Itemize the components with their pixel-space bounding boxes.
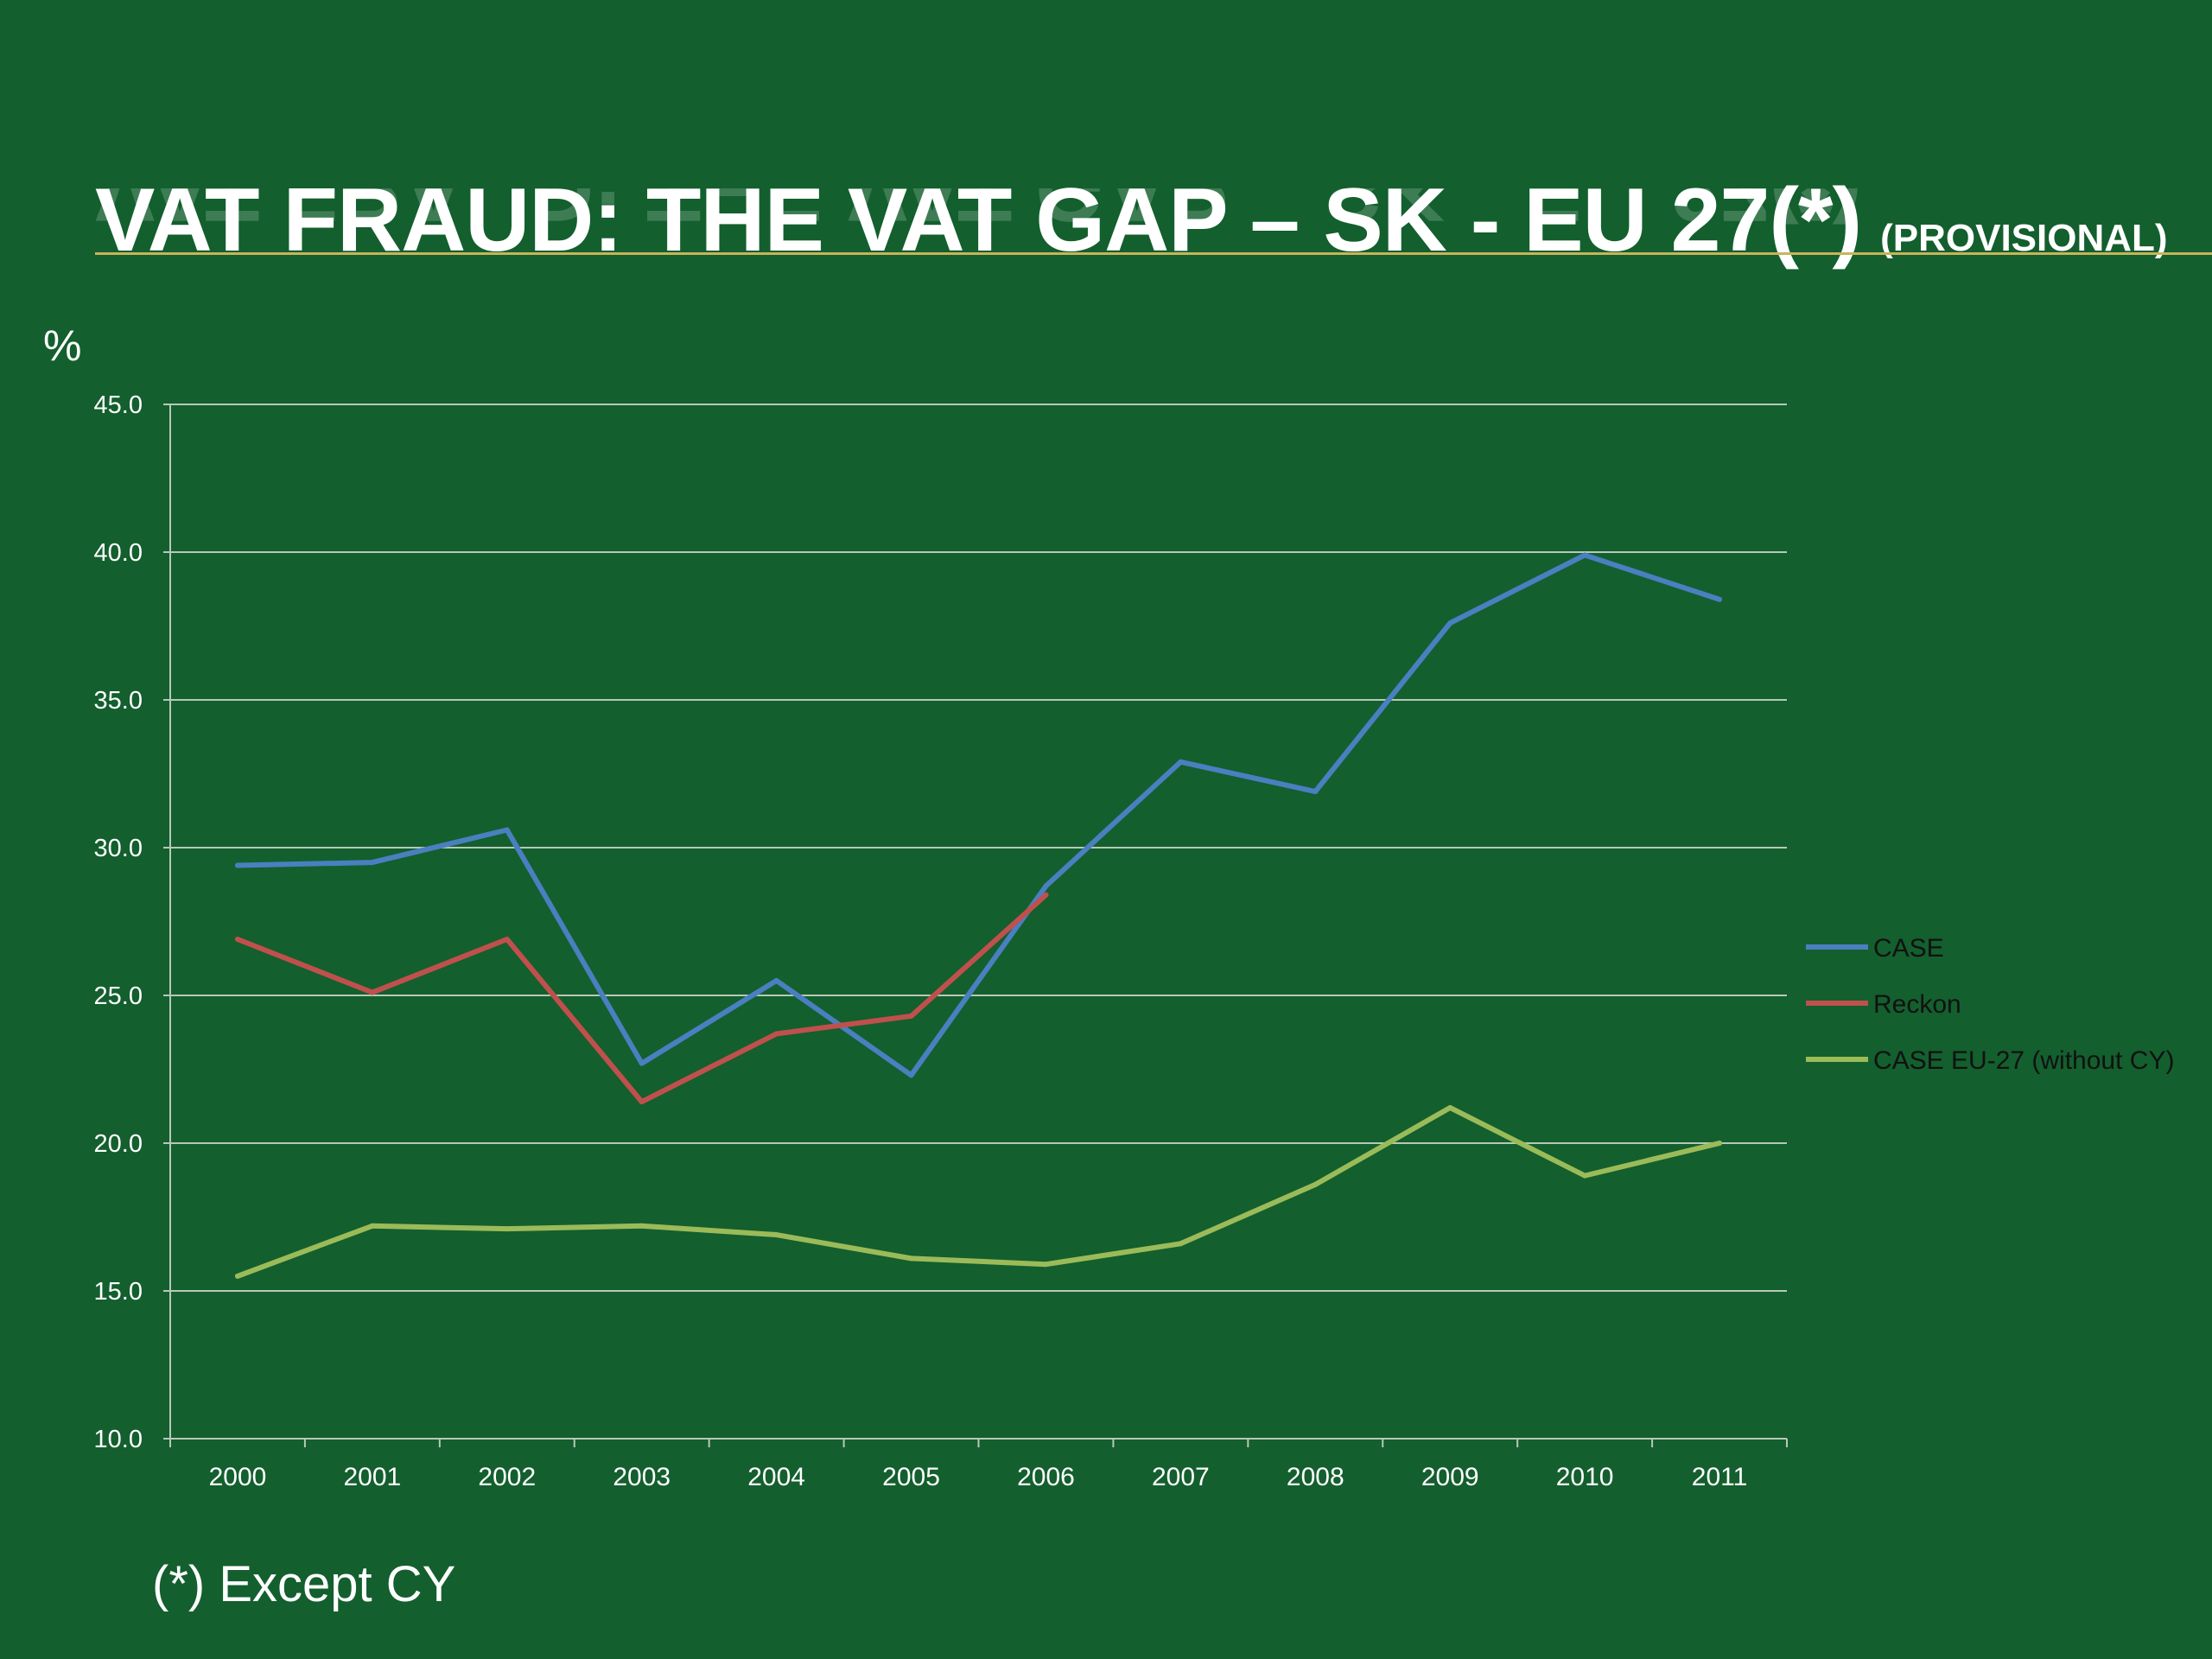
data-point — [1313, 789, 1319, 795]
data-point — [1043, 892, 1049, 898]
data-point — [908, 1072, 914, 1078]
legend-label: CASE — [1873, 934, 1944, 963]
y-tick-label: 10.0 — [94, 1426, 143, 1453]
data-point — [504, 1226, 510, 1232]
series-0 — [234, 552, 1723, 1078]
legend-item: Reckon — [1806, 990, 1961, 1019]
y-tick-label: 30.0 — [94, 835, 143, 862]
y-tick-label: 45.0 — [94, 391, 143, 419]
x-tick-label: 2001 — [344, 1463, 402, 1491]
data-point — [1313, 1181, 1319, 1187]
data-point — [1043, 1262, 1049, 1268]
data-point — [1582, 1173, 1588, 1179]
data-point — [234, 1273, 240, 1279]
data-point — [1043, 883, 1049, 889]
x-tick-label: 2006 — [1017, 1463, 1075, 1491]
chart-series — [234, 552, 1723, 1279]
y-tick-label: 25.0 — [94, 982, 143, 1010]
data-point — [1447, 620, 1453, 626]
x-tick-label: 2005 — [882, 1463, 940, 1491]
x-tick-label: 2010 — [1556, 1463, 1614, 1491]
data-point — [504, 827, 510, 833]
data-point — [1178, 759, 1184, 765]
x-tick-label: 2009 — [1421, 1463, 1479, 1491]
data-point — [773, 1031, 779, 1037]
legend-item: CASE — [1806, 934, 1944, 963]
data-point — [1447, 1104, 1453, 1110]
x-tick-label: 2011 — [1692, 1463, 1748, 1491]
data-point — [369, 860, 375, 866]
x-tick-label: 2007 — [1152, 1463, 1210, 1491]
series-2 — [234, 1104, 1723, 1279]
legend-label: CASE EU-27 (without CY) — [1873, 1046, 2174, 1075]
y-tick-label: 35.0 — [94, 687, 143, 715]
chart-legend: CASE Reckon CASE EU-27 (without CY) — [1806, 934, 2174, 1075]
chart-axes: 10.0 15.0 20.0 25.0 30.0 35.0 40.0 45.0 2000 2001… — [94, 391, 1788, 1491]
x-tick-label: 2003 — [613, 1463, 671, 1491]
data-point — [773, 977, 779, 983]
data-point — [504, 937, 510, 943]
data-point — [369, 989, 375, 995]
chart-gridlines — [163, 404, 1787, 1292]
x-tick-label: 2004 — [747, 1463, 805, 1491]
slide-title-suffix: (PROVISIONAL) — [1880, 217, 2168, 259]
y-tick-label: 40.0 — [94, 539, 143, 567]
series-line — [234, 552, 1723, 1078]
series-line — [234, 892, 1049, 1105]
series-line — [234, 1104, 1723, 1279]
x-tick-label: 2002 — [478, 1463, 536, 1491]
data-point — [1178, 1241, 1184, 1247]
legend-label: Reckon — [1873, 990, 1961, 1019]
series-1 — [234, 892, 1049, 1105]
data-point — [234, 862, 240, 868]
y-axis-label: % — [43, 321, 81, 370]
y-tick-label: 20.0 — [94, 1130, 143, 1158]
data-point — [1717, 1141, 1723, 1146]
footnote: (*) Except CY — [152, 1556, 456, 1612]
title-divider-line — [95, 252, 2212, 255]
data-point — [773, 1232, 779, 1238]
legend-item: CASE EU-27 (without CY) — [1806, 1046, 2174, 1075]
data-point — [639, 1060, 645, 1066]
data-point — [908, 1013, 914, 1019]
data-point — [908, 1255, 914, 1262]
data-point — [639, 1099, 645, 1105]
data-point — [369, 1223, 375, 1229]
data-point — [234, 937, 240, 943]
data-point — [1582, 552, 1588, 558]
x-tick-label: 2000 — [209, 1463, 267, 1491]
x-tick-label: 2008 — [1287, 1463, 1344, 1491]
data-point — [639, 1223, 645, 1229]
data-point — [1717, 596, 1723, 602]
y-tick-label: 15.0 — [94, 1278, 143, 1306]
